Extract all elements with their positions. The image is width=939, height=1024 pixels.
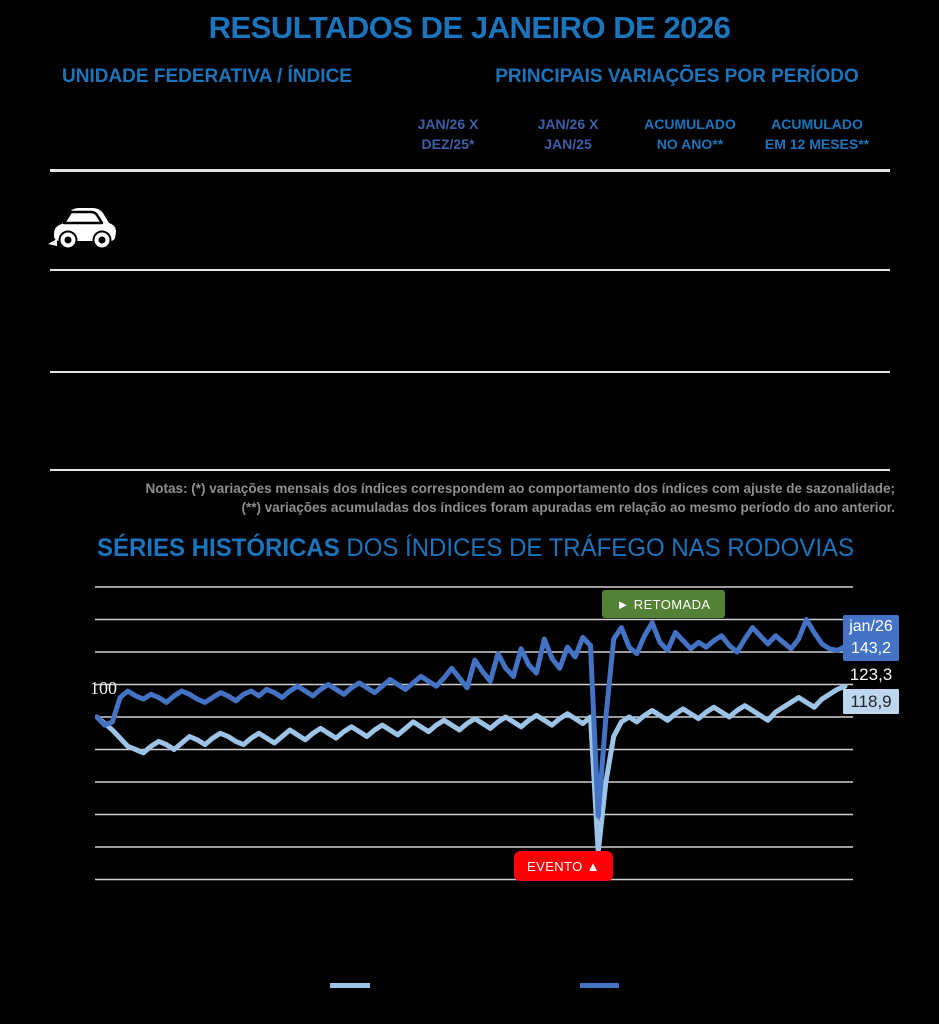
- retomada-annotation-badge: ► RETOMADA: [602, 590, 725, 618]
- page-title: RESULTADOS DE JANEIRO DE 2026: [0, 10, 939, 46]
- light-series-value-label-box: 118,9: [843, 689, 899, 714]
- chart-section-title: SÉRIES HISTÓRICAS DOS ÍNDICES DE TRÁFEGO…: [97, 534, 854, 563]
- legend-swatch-light-series: [330, 983, 370, 988]
- evento-annotation-badge: EVENTO ▲: [514, 851, 613, 881]
- table-divider: [50, 169, 890, 172]
- car-icon: [48, 208, 116, 250]
- column-header-acumulado-12-meses: ACUMULADO EM 12 MESES**: [764, 116, 870, 153]
- dark-series-value-label: 143,2: [850, 640, 892, 657]
- table-right-header: PRINCIPAIS VARIAÇÕES POR PERÍODO: [495, 66, 859, 87]
- column-header-jan26-jan25: JAN/26 X JAN/25: [537, 116, 599, 153]
- chart-title-bold: SÉRIES HISTÓRICAS: [97, 534, 340, 562]
- page-title-highlight: JANEIRO DE 2026: [470, 10, 731, 45]
- table-divider: [50, 469, 890, 471]
- page-title-prefix: RESULTADOS DE: [208, 10, 471, 45]
- footnotes: Notas: (*) variações mensais dos índices…: [75, 480, 895, 518]
- baseline-100-label: 100: [90, 678, 117, 698]
- middle-series-value-label: 123,3: [849, 665, 893, 684]
- chart-title-rest: DOS ÍNDICES DE TRÁFEGO NAS RODOVIAS: [339, 534, 855, 562]
- table-divider: [50, 269, 890, 271]
- footnote-line-1: Notas: (*) variações mensais dos índices…: [145, 481, 895, 496]
- table-left-header: UNIDADE FEDERATIVA / ÍNDICE: [62, 66, 352, 87]
- column-header-acumulado-ano: ACUMULADO NO ANO**: [644, 116, 736, 153]
- legend-swatch-dark-series: [580, 983, 619, 988]
- historical-series-chart: [95, 586, 853, 881]
- dark-series-period-label: jan/26: [849, 618, 893, 635]
- table-divider: [50, 371, 890, 373]
- footnote-line-2: (**) variações acumuladas dos índices fo…: [241, 499, 895, 515]
- chart-line-indice-escuro: [95, 617, 848, 819]
- dark-series-end-label-box: jan/26 143,2: [843, 615, 899, 661]
- column-header-jan26-dez25: JAN/26 X DEZ/25*: [417, 116, 479, 153]
- chart-line-indice-claro: [95, 683, 848, 855]
